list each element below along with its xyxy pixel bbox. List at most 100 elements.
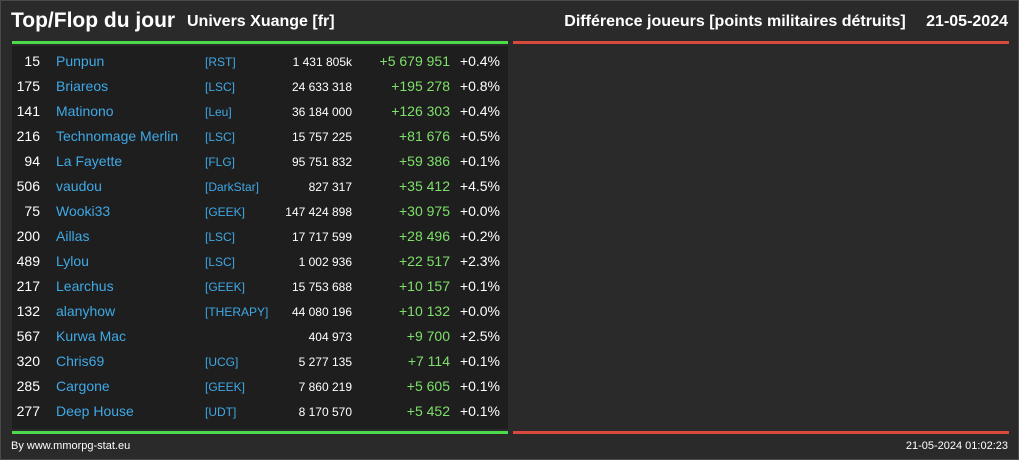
alliance-tag-link[interactable]: [THERAPY] (205, 305, 269, 319)
alliance-tag-link[interactable]: [LSC] (205, 255, 236, 269)
player-points: 44 080 196 (291, 305, 352, 319)
player-name-link[interactable]: Learchus (56, 278, 114, 294)
percent-change: +0.1% (459, 378, 500, 394)
points-difference: +195 278 (391, 78, 450, 94)
percent-change: +0.1% (459, 153, 500, 169)
date-label: 21-05-2024 (926, 13, 1008, 30)
player-rank: 75 (24, 203, 40, 219)
player-points: 95 751 832 (291, 155, 352, 169)
timestamp: 21-05-2024 01:02:23 (905, 440, 1008, 452)
alliance-tag-link[interactable]: [UDT] (205, 405, 237, 419)
alliance-tag-link[interactable]: [LSC] (205, 80, 236, 94)
alliance-tag-link[interactable]: [UCG] (205, 355, 239, 369)
table-row: 320 Chris69 [UCG] 5 277 135 +7 114 +0.1% (12, 348, 508, 373)
points-difference: +5 605 (406, 378, 450, 394)
points-difference: +7 114 (407, 353, 450, 369)
table-row: 132 alanyhow [THERAPY] 44 080 196 +10 132 +0.… (12, 298, 508, 323)
table-row: 217 Learchus [GEEK] 15 753 688 +10 157 +0.1% (12, 273, 508, 298)
percent-change: +0.1% (459, 353, 500, 369)
table-row: 567 Kurwa Mac 404 973 +9 700 +2.5% (12, 323, 508, 348)
metric-label: Différence joueurs [points militaires dé… (564, 13, 906, 30)
points-difference: +5 452 (406, 403, 450, 419)
player-name-link[interactable]: La Fayette (56, 153, 123, 169)
player-name-link[interactable]: Wooki33 (56, 203, 111, 219)
table-row: 489 Lylou [LSC] 1 002 936 +22 517 +2.3% (12, 248, 508, 273)
percent-change: +0.1% (459, 403, 500, 419)
table-row: 200 Aillas [LSC] 17 717 599 +28 496 +0.2% (12, 223, 508, 248)
player-name-link[interactable]: Matinono (56, 103, 114, 119)
table-row: 285 Cargone [GEEK] 7 860 219 +5 605 +0.1% (12, 373, 508, 398)
player-rank: 567 (16, 328, 40, 344)
player-name-link[interactable]: Cargone (56, 378, 110, 394)
alliance-tag-link[interactable]: [LSC] (205, 130, 236, 144)
table-row: 94 La Fayette [FLG] 95 751 832 +59 386 +0.1% (12, 148, 508, 173)
points-difference: +10 132 (399, 303, 450, 319)
percent-change: +0.8% (459, 78, 500, 94)
alliance-tag-link[interactable]: [FLG] (205, 155, 236, 169)
alliance-tag-link[interactable]: [LSC] (205, 230, 236, 244)
player-points: 147 424 898 (285, 205, 352, 219)
player-rank: 132 (16, 303, 40, 319)
table-row: 506 vaudou [DarkStar] 827 317 +35 412 +4.5% (12, 173, 508, 198)
player-points: 15 757 225 (291, 130, 352, 144)
player-rank: 175 (16, 78, 40, 94)
player-name-link[interactable]: alanyhow (56, 303, 116, 319)
player-name-link[interactable]: Briareos (56, 78, 109, 94)
player-points: 827 317 (308, 180, 352, 194)
player-name-link[interactable]: Deep House (56, 403, 134, 419)
table-row: 75 Wooki33 [GEEK] 147 424 898 +30 975 +0.0% (12, 198, 508, 223)
universe-label: Univers Xuange [fr] (187, 13, 335, 30)
points-difference: +22 517 (399, 253, 450, 269)
page-title: Top/Flop du jour (11, 9, 176, 32)
points-difference: +81 676 (399, 128, 450, 144)
player-name-link[interactable]: Aillas (56, 228, 90, 244)
player-name-link[interactable]: vaudou (56, 178, 102, 194)
player-name-link[interactable]: Kurwa Mac (56, 328, 127, 344)
player-rank: 320 (16, 353, 40, 369)
table-row: 175 Briareos [LSC] 24 633 318 +195 278 +0.8% (12, 73, 508, 98)
player-rank: 217 (16, 278, 40, 294)
player-rank: 141 (16, 103, 40, 119)
player-rank: 285 (16, 378, 40, 394)
player-name-link[interactable]: Lylou (56, 253, 89, 269)
source-credit[interactable]: By www.mmorpg-stat.eu (11, 440, 131, 452)
player-points: 404 973 (308, 330, 352, 344)
player-points: 17 717 599 (291, 230, 352, 244)
points-difference: +59 386 (399, 153, 450, 169)
alliance-tag-link[interactable]: [RST] (205, 55, 236, 69)
player-rank: 489 (16, 253, 40, 269)
table-row: 277 Deep House [UDT] 8 170 570 +5 452 +0.1% (12, 398, 508, 423)
percent-change: +2.3% (459, 253, 500, 269)
points-difference: +126 303 (391, 103, 450, 119)
alliance-tag-link[interactable]: [GEEK] (205, 205, 246, 219)
header-right: Différence joueurs [points militaires dé… (564, 13, 1008, 31)
player-rank: 277 (16, 403, 40, 419)
points-difference: +5 679 951 (379, 53, 450, 69)
percent-change: +0.4% (459, 103, 500, 119)
top-divider-line (12, 41, 508, 44)
points-difference: +30 975 (399, 203, 450, 219)
flop-divider-line (513, 41, 1009, 44)
table-row: 141 Matinono [Leu] 36 184 000 +126 303 +0.4% (12, 98, 508, 123)
alliance-tag-link[interactable]: [DarkStar] (205, 180, 260, 194)
player-rank: 15 (24, 53, 40, 69)
player-name-link[interactable]: Punpun (56, 53, 105, 69)
table-row: 15 Punpun [RST] 1 431 805k +5 679 951 +0.4% (12, 48, 508, 73)
points-difference: +28 496 (399, 228, 450, 244)
player-points: 1 002 936 (298, 255, 352, 269)
player-points: 15 753 688 (291, 280, 352, 294)
player-points: 24 633 318 (291, 80, 352, 94)
percent-change: +4.5% (459, 178, 500, 194)
alliance-tag-link[interactable]: [GEEK] (205, 380, 246, 394)
percent-change: +0.4% (459, 53, 500, 69)
player-rank: 216 (16, 128, 40, 144)
percent-change: +0.0% (459, 203, 500, 219)
player-rank: 506 (16, 178, 40, 194)
alliance-tag-link[interactable]: [GEEK] (205, 280, 246, 294)
percent-change: +0.1% (459, 278, 500, 294)
player-points: 8 170 570 (298, 405, 352, 419)
player-name-link[interactable]: Technomage Merlin (56, 128, 179, 144)
player-name-link[interactable]: Chris69 (56, 353, 105, 369)
player-points: 1 431 805k (292, 55, 352, 69)
alliance-tag-link[interactable]: [Leu] (205, 105, 232, 119)
